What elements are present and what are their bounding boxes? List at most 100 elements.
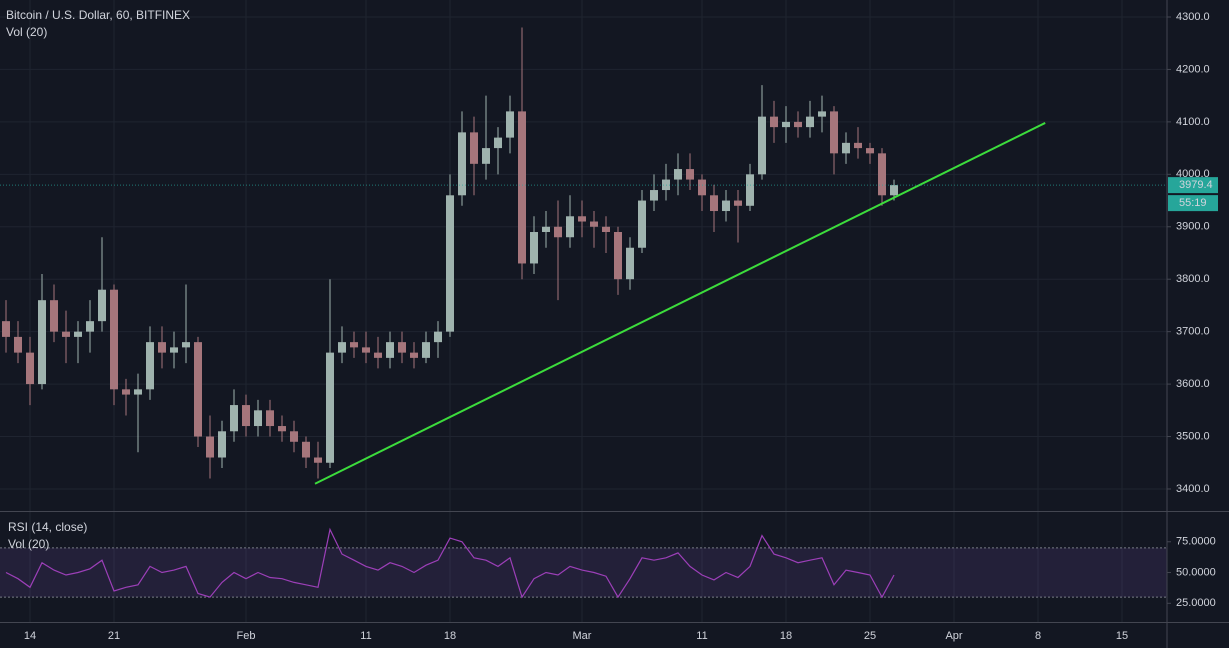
candle-body	[386, 342, 394, 358]
candle-body	[206, 436, 214, 458]
candle-body	[290, 431, 298, 442]
x-tick-label: 15	[1116, 630, 1128, 642]
candle-body	[470, 132, 478, 164]
candle-body	[62, 331, 70, 337]
candle-body	[614, 232, 622, 280]
candle-body	[758, 116, 766, 175]
indicator-label: Vol (20)	[8, 537, 49, 551]
y-tick-label: 3600.0	[1176, 378, 1210, 390]
candle-body	[422, 342, 430, 358]
candle-body	[350, 342, 358, 348]
chart-title: Bitcoin / U.S. Dollar, 60, BITFINEX	[6, 8, 190, 22]
candle-body	[566, 216, 574, 238]
candle-body	[434, 331, 442, 343]
candle-body	[578, 216, 586, 222]
candle-body	[194, 342, 202, 437]
candle-body	[26, 352, 34, 385]
candle-body	[74, 331, 82, 337]
candle-body	[674, 169, 682, 180]
candle-body	[710, 195, 718, 212]
y-tick-label: 3700.0	[1176, 326, 1210, 338]
x-tick-label: 14	[24, 630, 36, 642]
candle-body	[530, 232, 538, 264]
candle-body	[278, 426, 286, 432]
candle-body	[134, 389, 142, 395]
x-tick-label: 11	[696, 630, 707, 642]
y-tick-label: 3800.0	[1176, 273, 1210, 285]
last-price-label: 3979.4	[1179, 179, 1213, 191]
y-tick-label: 4200.0	[1176, 63, 1210, 75]
candle-body	[542, 226, 550, 233]
x-tick-label: 25	[864, 630, 876, 642]
candle-body	[374, 352, 382, 358]
candle-body	[146, 342, 154, 390]
x-tick-label: 11	[360, 630, 371, 642]
candle-body	[506, 111, 514, 138]
candle-body	[638, 200, 646, 248]
y-tick-label: 75.0000	[1176, 536, 1216, 548]
rsi-band	[0, 547, 1167, 598]
candle-body	[602, 226, 610, 233]
candle-body	[854, 142, 862, 149]
candle-body	[14, 336, 22, 353]
y-tick-label: 50.0000	[1176, 566, 1216, 578]
candle-body	[218, 431, 226, 458]
candle-body	[686, 169, 694, 180]
candle-body	[842, 142, 850, 154]
candle-body	[698, 179, 706, 196]
candle-body	[362, 347, 370, 353]
countdown-label: 55:19	[1179, 197, 1207, 209]
candle-body	[122, 389, 130, 395]
candle-body	[518, 111, 526, 264]
trend-line	[314, 122, 1046, 485]
rsi-title: RSI (14, close)	[8, 520, 87, 534]
candle-body	[878, 153, 886, 196]
candle-body	[326, 352, 334, 463]
x-tick-label: Apr	[945, 630, 962, 642]
candle-body	[494, 137, 502, 149]
candle-body	[338, 342, 346, 353]
candle-body	[86, 321, 94, 332]
candle-body	[182, 342, 190, 348]
candle-body	[554, 226, 562, 238]
candle-body	[50, 300, 58, 332]
candle-body	[482, 148, 490, 164]
x-tick-label: 8	[1035, 630, 1041, 642]
candle-body	[866, 148, 874, 154]
indicator-label: Vol (20)	[6, 25, 47, 39]
countdown-box	[1168, 195, 1218, 212]
candle-body	[254, 410, 262, 427]
candle-body	[38, 300, 46, 385]
candle-body	[98, 289, 106, 322]
plot-layer	[0, 0, 1167, 622]
candle-body	[242, 405, 250, 427]
candle-body	[170, 347, 178, 353]
x-tick-label: Feb	[237, 630, 256, 642]
y-tick-label: 4300.0	[1176, 11, 1210, 23]
candle-body	[458, 132, 466, 196]
candle-body	[314, 457, 322, 463]
y-tick-label: 3900.0	[1176, 221, 1210, 233]
y-tick-label: 3400.0	[1176, 483, 1210, 495]
candle-body	[626, 247, 634, 280]
candle-body	[782, 121, 790, 128]
candle-body	[818, 111, 826, 117]
candle-body	[650, 190, 658, 201]
x-tick-label: 21	[108, 630, 120, 642]
candle-body	[398, 342, 406, 353]
candle-body	[446, 195, 454, 332]
candle-body	[734, 200, 742, 206]
candle-body	[410, 352, 418, 358]
candle-body	[770, 116, 778, 128]
y-tick-label: 4100.0	[1176, 116, 1210, 128]
candle-body	[590, 221, 598, 227]
y-tick-label: 3500.0	[1176, 430, 1210, 442]
candle-body	[2, 321, 10, 337]
candle-body	[266, 410, 274, 427]
x-tick-label: 18	[780, 630, 792, 642]
x-tick-label: 18	[444, 630, 456, 642]
candle-body	[830, 111, 838, 154]
